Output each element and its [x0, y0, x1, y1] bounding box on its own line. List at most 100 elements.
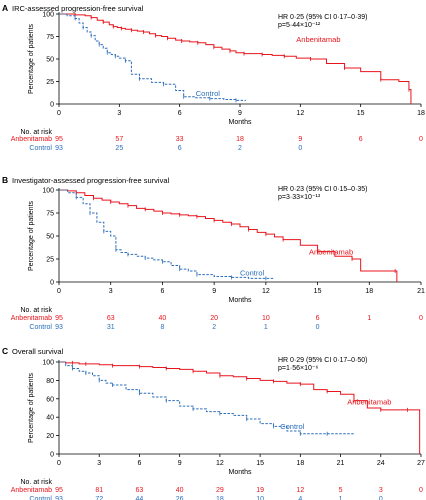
panel-c-letter: C	[2, 346, 8, 356]
panel-c-ytick-label: 0	[50, 452, 54, 459]
panel-c-xtick-label: 0	[57, 460, 61, 467]
panel-c-risk-a-value: 63	[136, 487, 144, 494]
panel-c-ytick-label: 20	[46, 433, 54, 440]
panel-c-p-text: p=1·56×10⁻⁶	[278, 365, 319, 372]
panel-c-anbenitamab-label: Anbenitamab	[347, 397, 391, 406]
panel-b-risk-label-a: Anbenitamab	[11, 315, 52, 322]
panel-b-xtick-label: 18	[365, 288, 373, 295]
panel-b-risk-a-value: 20	[210, 315, 218, 322]
panel-a-xtick-label: 18	[417, 110, 425, 117]
panel-b-xtick-label: 15	[314, 288, 322, 295]
panel-b-xtick-label: 12	[262, 288, 270, 295]
panel-b-xtick-label: 6	[160, 288, 164, 295]
panel-c-xtick-label: 27	[417, 460, 425, 467]
panel-b-risk-title: No. at risk	[20, 307, 52, 314]
panel-c-risk-b-value: 26	[176, 496, 184, 500]
panel-c-risk-b-value: 10	[256, 496, 264, 500]
panel-c-hr-text: HR 0·29 (95% CI 0·17–0·50)	[278, 357, 368, 364]
panel-c-risk-a-value: 0	[419, 487, 423, 494]
panel-a-xtick-label: 9	[238, 110, 242, 117]
panel-a-ytick-label: 100	[42, 12, 54, 19]
panel-b-risk-b-value: 1	[264, 324, 268, 331]
panel-a-xtick-label: 12	[296, 110, 304, 117]
panel-a-xtick-label: 3	[117, 110, 121, 117]
panel-b-ytick-label: 25	[46, 257, 54, 264]
panel-a-risk-label-b: Control	[29, 145, 52, 152]
panel-b-xtick-label: 21	[417, 288, 425, 295]
panel-c-control-label: Control	[280, 422, 305, 431]
panel-c-risk-b-value: 4	[298, 496, 302, 500]
panel-c-xtick-label: 9	[178, 460, 182, 467]
panel-c-ytick-label: 80	[46, 378, 54, 385]
panel-b-ytick-label: 75	[46, 211, 54, 218]
panel-a-ytick-label: 0	[50, 102, 54, 109]
panel-c-anbenitamab-curve	[59, 361, 421, 454]
panel-c-risk-b-value: 93	[55, 496, 63, 500]
panel-a-xtick-label: 15	[357, 110, 365, 117]
panel-c-ytick-label: 60	[46, 396, 54, 403]
panel-a-risk-b-value: 25	[115, 145, 123, 152]
panel-c-risk-b-value: 0	[379, 496, 383, 500]
panel-c-xtick-label: 3	[97, 460, 101, 467]
panel-b-ytick-label: 50	[46, 234, 54, 241]
panel-b-risk-a-value: 1	[367, 315, 371, 322]
panel-b-title: Investigator-assessed progression-free s…	[12, 176, 169, 185]
panel-b-anbenitamab-label: Anbenitamab	[309, 247, 353, 256]
panel-c-ylabel: Percentage of patients	[28, 372, 35, 443]
panel-b-anbenitamab-curve	[59, 189, 398, 282]
panel-b-ytick-label: 100	[42, 188, 54, 195]
panel-a-risk-a-value: 57	[115, 136, 123, 143]
panel-c-risk-title: No. at risk	[20, 479, 52, 486]
panel-c-risk-a-value: 19	[256, 487, 264, 494]
panel-a-ylabel: Percentage of patients	[28, 23, 35, 94]
panel-b-xtick-label: 9	[212, 288, 216, 295]
panel-a-control-label: Control	[196, 89, 221, 98]
panel-b-risk-a-value: 40	[159, 315, 167, 322]
panel-a-p-text: p=5·44×10⁻¹²	[278, 22, 321, 29]
panel-a-anbenitamab-curve	[59, 13, 412, 104]
panel-b-risk-a-value: 63	[107, 315, 115, 322]
panel-c-xtick-label: 21	[337, 460, 345, 467]
panel-b-risk-b-value: 8	[160, 324, 164, 331]
panel-b-control-curve	[59, 189, 275, 279]
panel-a-risk-b-value: 2	[238, 145, 242, 152]
panel-a-title: IRC-assessed progression-free survival	[12, 4, 144, 13]
panel-b-risk-b-value: 93	[55, 324, 63, 331]
panel-c-risk-a-value: 29	[216, 487, 224, 494]
panel-a-risk-a-value: 33	[176, 136, 184, 143]
panel-a-xtick-label: 6	[178, 110, 182, 117]
panel-b-risk-a-value: 6	[316, 315, 320, 322]
panel-b-xtick-label: 3	[109, 288, 113, 295]
panel-c-risk-b-value: 44	[136, 496, 144, 500]
panel-a-xtick-label: 0	[57, 110, 61, 117]
panel-c-risk-b-value: 72	[95, 496, 103, 500]
panel-b-control-label: Control	[240, 269, 265, 278]
panel-a-risk-a-value: 9	[298, 136, 302, 143]
panel-a-control-curve	[59, 13, 247, 101]
panel-a-risk-a-value: 0	[419, 136, 423, 143]
panel-b-risk-b-value: 31	[107, 324, 115, 331]
panel-b-risk-b-value: 0	[316, 324, 320, 331]
panel-c-risk-a-value: 12	[296, 487, 304, 494]
panel-b-letter: B	[2, 175, 8, 185]
panel-a-risk-title: No. at risk	[20, 129, 52, 136]
panel-b-ytick-label: 0	[50, 280, 54, 287]
panel-a-ytick-label: 25	[46, 79, 54, 86]
panel-c-xtick-label: 12	[216, 460, 224, 467]
panel-a-risk-b-value: 93	[55, 145, 63, 152]
panel-a-risk-a-value: 6	[359, 136, 363, 143]
panel-b-risk-a-value: 0	[419, 315, 423, 322]
panel-c-xtick-label: 15	[256, 460, 264, 467]
panel-c-xtick-label: 18	[296, 460, 304, 467]
panel-a-risk-b-value: 0	[298, 145, 302, 152]
panel-a-risk-b-value: 6	[178, 145, 182, 152]
panel-a-risk-a-value: 95	[55, 136, 63, 143]
panel-c-xtick-label: 24	[377, 460, 385, 467]
panel-c-xtick-label: 6	[137, 460, 141, 467]
panel-c-risk-a-value: 40	[176, 487, 184, 494]
panel-c-risk-label-a: Anbenitamab	[11, 487, 52, 494]
panel-c-ytick-label: 40	[46, 415, 54, 422]
panel-a-risk-label-a: Anbenitamab	[11, 136, 52, 143]
panel-b-p-text: p=3·33×10⁻¹³	[278, 194, 321, 201]
